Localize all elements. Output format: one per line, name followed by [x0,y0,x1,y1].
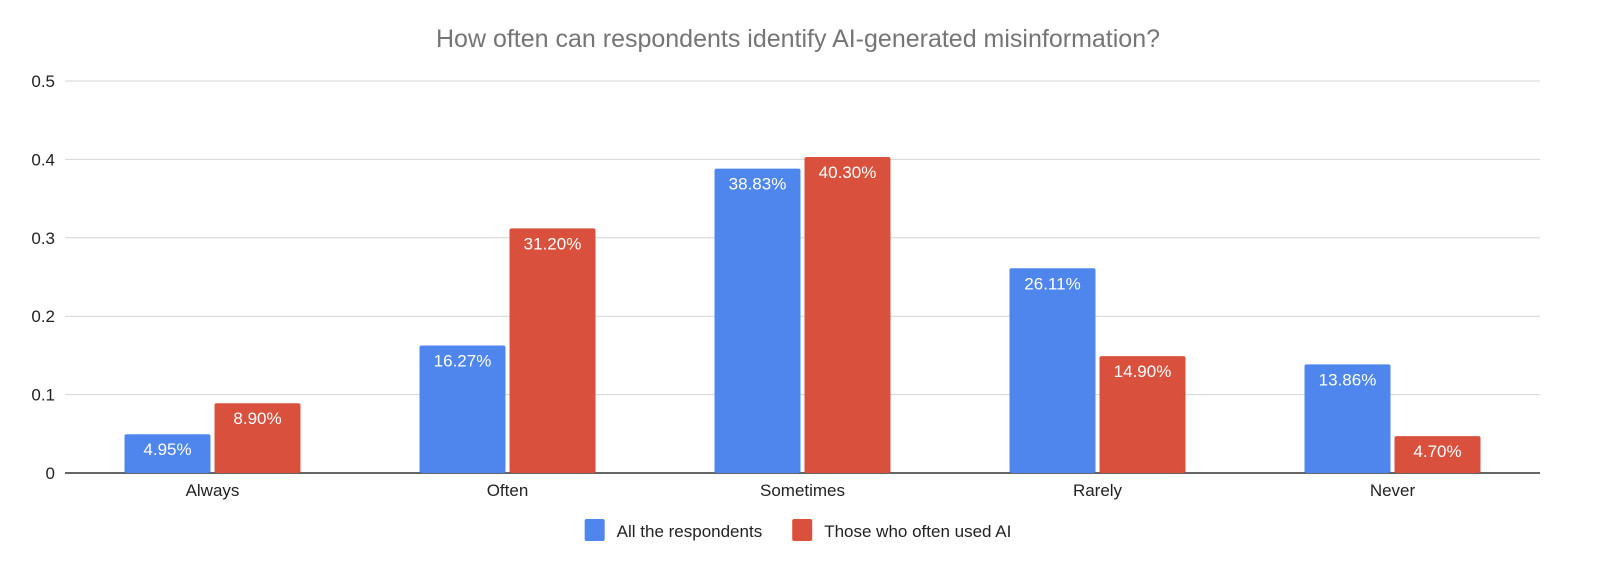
bar-often-series-2 [509,228,596,473]
x-tick-label: Always [186,481,240,500]
chart-title: How often can respondents identify AI-ge… [436,25,1160,53]
bar-data-label: 26.11% [1024,274,1080,293]
bar-data-label: 16.27% [434,351,492,370]
bar-rarely-series-2 [1099,356,1186,473]
x-tick-label: Often [487,481,529,500]
bar-never-series-2 [1394,436,1481,473]
legend-swatch [792,519,813,541]
bar-data-label: 40.30% [819,163,877,182]
bar-data-label: 13.86% [1319,370,1377,389]
gridlines [65,80,1540,474]
bar-data-label: 14.90% [1114,362,1172,381]
y-tick-label: 0.4 [31,150,55,169]
bar-often-series-1 [419,345,506,473]
bar-data-label: 4.70% [1413,442,1461,461]
bar-sometimes-series-2 [804,157,891,473]
legend-swatch [584,519,605,541]
y-tick-label: 0.1 [31,386,55,405]
y-tick-label: 0 [46,464,55,483]
x-tick-label: Sometimes [760,481,845,500]
y-tick-label: 0.2 [31,307,55,326]
bar-rarely-series-1 [1009,268,1096,473]
x-tick-label: Rarely [1073,481,1123,500]
bar-data-label: 4.95% [143,440,191,459]
legend: All the respondents Those who often used … [584,519,1011,541]
x-tick-label: Never [1370,481,1416,500]
legend-label: All the respondents [617,522,763,541]
bar-sometimes-series-1 [714,168,801,473]
legend-label: Those who often used AI [824,522,1011,541]
bar-always-series-2 [214,403,301,473]
x-axis-ticks: Always Often Sometimes Rarely Never [186,481,1416,500]
y-tick-label: 0.3 [31,229,55,248]
bar-always-series-1 [124,434,211,473]
y-tick-label: 0.5 [31,72,55,91]
legend-item: Those who often used AI [792,519,1011,541]
bars: 4.95% 8.90% 16.27% 31.20% 38.83% 40.30% 26.11%… [124,157,1481,473]
legend-item: All the respondents [584,519,763,541]
bar-never-series-1 [1304,364,1391,473]
bar-data-label: 8.90% [233,409,281,428]
bar-data-label: 31.20% [524,234,582,253]
bar-data-label: 38.83% [729,175,787,194]
y-axis-ticks: 0 0.1 0.2 0.3 0.4 0.5 [31,72,55,483]
